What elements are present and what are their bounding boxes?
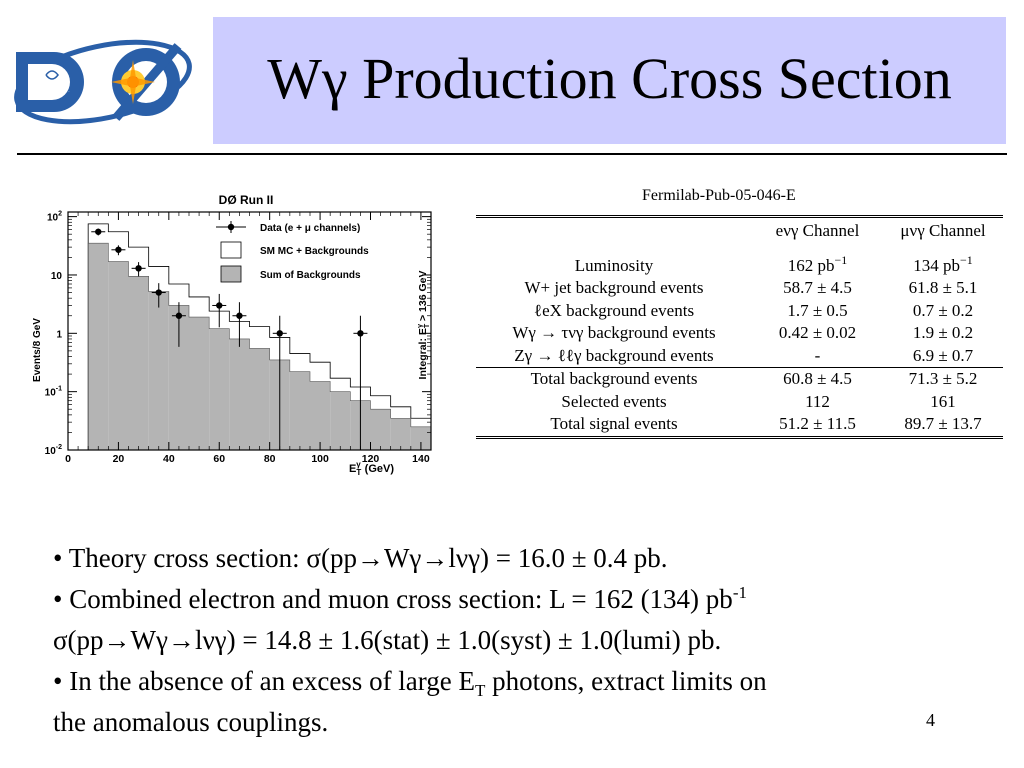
column-header-electron: eνγ Channel	[752, 216, 883, 243]
event-yield-table: eνγ Channel μνγ Channel Luminosity 162 pb…	[476, 215, 1003, 439]
muon-value: 61.8 ± 5.1	[908, 278, 978, 297]
x-axis-label: ETγ (GeV)	[349, 460, 394, 475]
data-point	[357, 330, 364, 337]
x-tick-label: 140	[412, 453, 430, 465]
row-label: Total background events	[476, 367, 752, 391]
table-row: Luminosity 162 pb−1 134 pb−1	[476, 252, 1003, 278]
page-number: 4	[926, 710, 935, 730]
background-bar	[168, 305, 189, 450]
muon-value: 134 pb−1	[913, 252, 973, 275]
data-point	[95, 228, 102, 235]
bullet-anomalous-couplings-cont: the anomalous couplings.	[53, 707, 329, 737]
y-tick-label: 10	[51, 271, 63, 282]
table-row: Total background events 60.8 ± 4.5 71.3 ± …	[476, 367, 1003, 391]
background-bar	[189, 317, 210, 450]
data-point	[155, 289, 162, 296]
y-tick-label: 10-2	[45, 444, 62, 457]
background-bar	[249, 348, 270, 450]
table-row: W+ jet background events 58.7 ± 4.5 61.8 ±…	[476, 277, 1003, 300]
row-label: Total signal events	[550, 414, 678, 433]
et-histogram: DØ Run II Events/8 GeV ETγ (GeV) Integral…	[32, 193, 432, 475]
data-point	[175, 312, 183, 319]
legend-entry: SM MC + Backgrounds	[260, 246, 369, 257]
measured-cross-section: σ(pp→Wγ→lνγ) = 14.8 ± 1.6(stat) ± 1.0(sy…	[53, 625, 722, 655]
data-point	[216, 302, 223, 309]
background-bar	[289, 371, 310, 450]
background-bar	[410, 426, 431, 450]
electron-value: 1.7 ± 0.5	[787, 300, 848, 320]
background-bar	[148, 291, 169, 450]
sm-mc-outline	[87, 223, 432, 450]
electron-value: -	[814, 345, 821, 365]
table-header-row: eνγ Channel μνγ Channel	[476, 216, 1003, 243]
row-label: ℓeX background events	[533, 300, 695, 320]
x-tick-label: 120	[362, 453, 380, 465]
electron-value: 112	[805, 391, 830, 411]
bullet-list: • Theory cross section: σ(pp→Wγ→lνγ) = 1…	[53, 538, 1003, 743]
electron-value: 0.42 ± 0.02	[778, 323, 857, 342]
table-row: ℓeX background events 1.7 ± 0.5 0.7 ± 0.2	[476, 300, 1003, 323]
table-row: Wγ → τνγ background events 0.42 ± 0.02 1.9…	[476, 322, 1003, 345]
legend-sm-swatch	[220, 241, 242, 259]
legend-entry: Data (e + μ channels)	[260, 223, 360, 234]
electron-value: 60.8 ± 4.5	[752, 367, 883, 391]
data-point	[236, 312, 243, 319]
y-tick-label: 10-1	[45, 386, 62, 399]
title-band	[213, 17, 1006, 144]
integral-label: Integral: ETγ > 136 GeV	[417, 271, 431, 380]
y-axis-label: Events/8 GeV	[32, 318, 43, 382]
background-bar	[310, 381, 331, 450]
electron-value: 58.7 ± 4.5	[783, 278, 852, 297]
table-row: Total signal events 51.2 ± 11.5 89.7 ± 13.…	[476, 413, 1003, 437]
y-tick-label: 1	[56, 329, 62, 340]
do-logo: DØ	[14, 39, 192, 125]
publication-reference: Fermilab-Pub-05-046-E	[642, 187, 796, 204]
electron-value: 51.2 ± 11.5	[779, 414, 856, 433]
table-row: Selected events 112 161	[476, 391, 1003, 414]
bullet-combined-cross-section: • Combined electron and muon cross secti…	[53, 583, 747, 614]
background-bar	[209, 328, 230, 450]
x-tick-label: 60	[213, 453, 225, 465]
row-label: Zγ → ℓℓγ background events	[514, 345, 714, 365]
data-point	[276, 330, 283, 337]
muon-value: 0.7 ± 0.2	[912, 300, 974, 320]
legend-bg-swatch	[220, 265, 242, 283]
muon-value: 71.3 ± 5.2	[883, 367, 1003, 391]
row-label: Wγ → τνγ background events	[512, 323, 716, 342]
background-outline	[87, 242, 432, 450]
legend-data-marker	[227, 223, 235, 231]
muon-value: 1.9 ± 0.2	[912, 323, 974, 342]
row-label: Luminosity	[574, 255, 654, 275]
title-rule	[17, 153, 1007, 155]
x-tick-label: 100	[311, 453, 329, 465]
background-bar	[370, 409, 391, 450]
background-bar	[108, 261, 129, 450]
data-point	[135, 265, 142, 272]
muon-value: 6.9 ± 0.7	[912, 345, 974, 365]
table-row: Zγ → ℓℓγ background events - 6.9 ± 0.7	[476, 345, 1003, 368]
muon-value: 89.7 ± 13.7	[904, 414, 982, 433]
background-bar	[390, 418, 411, 450]
x-tick-label: 40	[163, 453, 175, 465]
data-point	[115, 246, 122, 253]
electron-value: 162 pb−1	[787, 252, 848, 275]
background-bar	[330, 391, 351, 450]
slide-title: Wγ Production Cross Section	[267, 46, 952, 111]
legend-entry: Sum of Backgrounds	[260, 270, 361, 281]
muon-value: 161	[930, 391, 956, 411]
background-bar	[128, 276, 149, 450]
x-tick-label: 0	[65, 453, 71, 465]
column-header-muon: μνγ Channel	[883, 216, 1003, 243]
background-bar	[88, 243, 109, 450]
row-label: W+ jet background events	[524, 278, 704, 297]
bullet-anomalous-couplings: • In the absence of an excess of large E…	[53, 666, 767, 700]
logo-text: DØ	[68, 91, 70, 93]
bullet-theory-cross-section: • Theory cross section: σ(pp→Wγ→lνγ) = 1…	[53, 543, 668, 573]
x-tick-label: 80	[264, 453, 276, 465]
x-tick-label: 20	[113, 453, 125, 465]
background-bar	[229, 338, 250, 450]
y-tick-label: 102	[47, 211, 62, 224]
plot-header: DØ Run II	[219, 193, 274, 207]
row-label: Selected events	[561, 391, 667, 411]
